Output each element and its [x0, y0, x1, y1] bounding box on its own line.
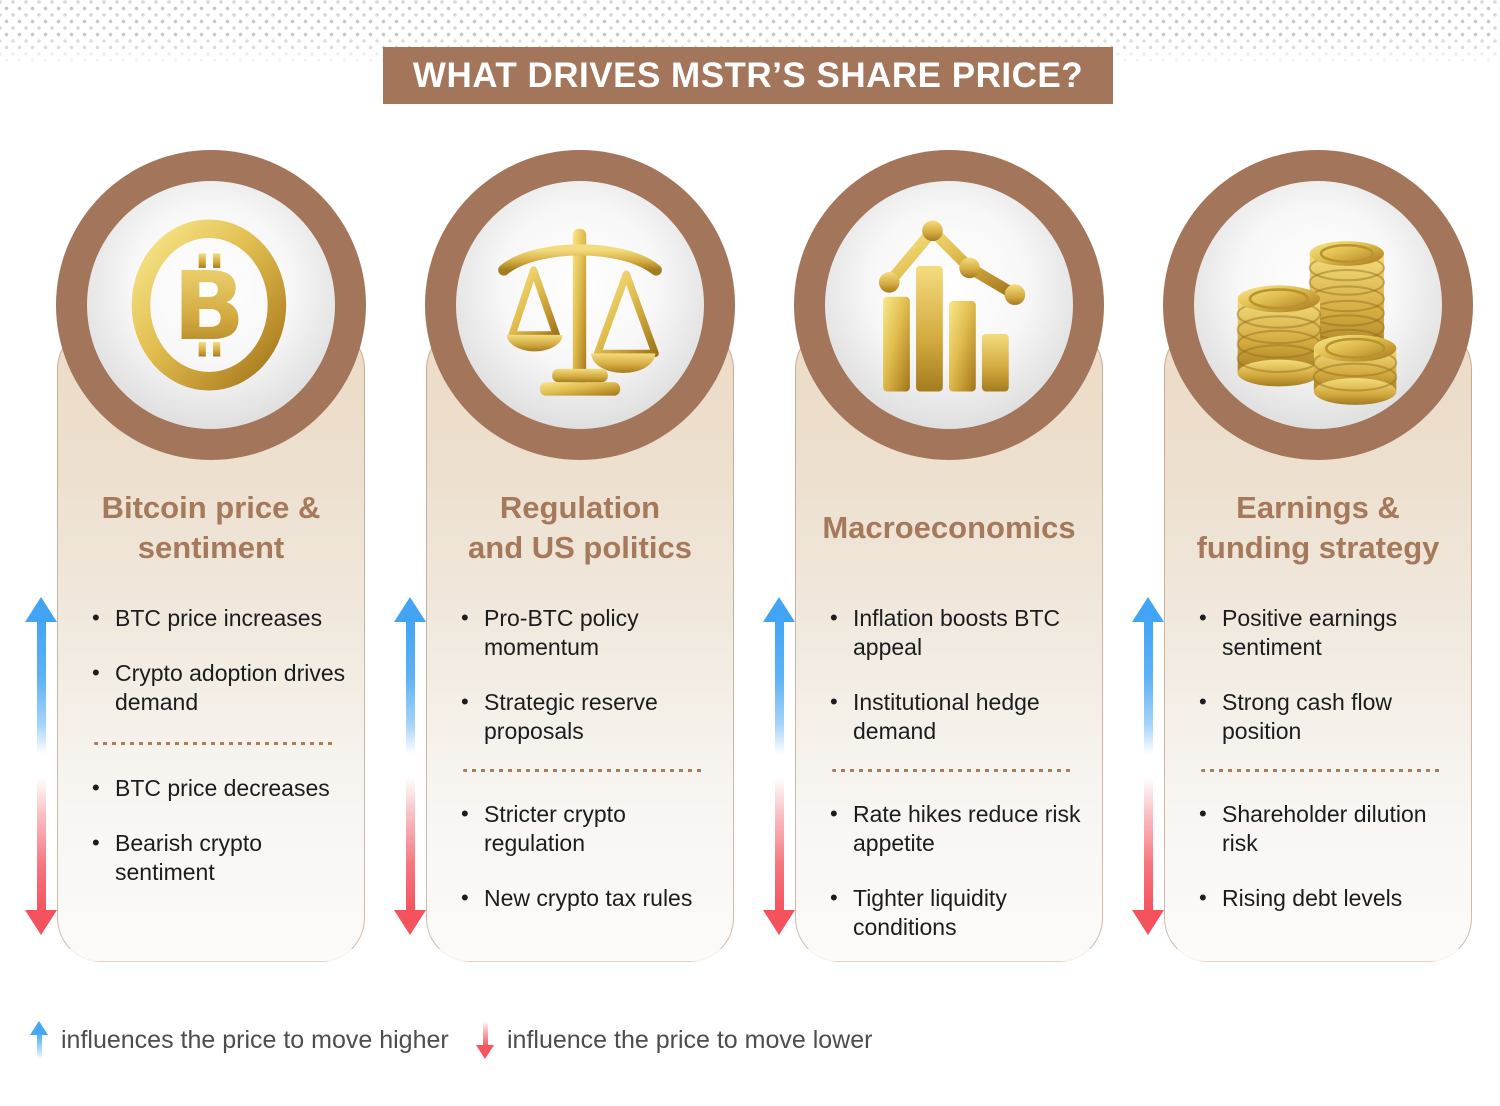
- factor-item: Stricter crypto regulation: [459, 799, 717, 858]
- up-down-gradient-arrow: [24, 597, 58, 935]
- column-title: Regulation and US politics: [435, 478, 725, 578]
- column-title-line: Macroeconomics: [822, 510, 1076, 545]
- dotted-divider: [1201, 769, 1443, 772]
- bar-chart-trend-icon: [878, 220, 1026, 392]
- factor-item: New crypto tax rules: [459, 883, 717, 913]
- up-down-gradient-arrow: [393, 597, 427, 935]
- column-title-line: funding strategy: [1196, 530, 1440, 565]
- column-title-line: Regulation: [499, 490, 661, 525]
- driver-card: Earnings & funding strategy Positive earn…: [1164, 325, 1472, 962]
- column-title-line: Earnings &: [1236, 490, 1400, 525]
- legend-label-higher: influences the price to move higher: [61, 1025, 449, 1054]
- arrow-shaft: [1143, 619, 1153, 913]
- factor-item: Rising debt levels: [1197, 883, 1455, 913]
- column-title-line: and US politics: [468, 530, 692, 565]
- up-down-gradient-arrow: [762, 597, 796, 935]
- positive-factors-list: BTC price increases Crypto adoption drive…: [90, 603, 348, 743]
- driver-card: Macroeconomics Inflation boosts BTC appe…: [795, 325, 1103, 962]
- down-arrow-icon: [476, 1021, 494, 1059]
- negative-factors-list: Stricter crypto regulation New crypto tax…: [459, 799, 717, 939]
- icon-circle-inner: [825, 181, 1073, 429]
- arrow-shaft: [774, 619, 784, 913]
- factor-item: Tighter liquidity conditions: [828, 883, 1086, 942]
- up-arrowhead: [1132, 597, 1164, 622]
- factor-item: Bearish crypto sentiment: [90, 828, 348, 887]
- factor-item: BTC price increases: [90, 603, 348, 633]
- factor-item: Strategic reserve proposals: [459, 687, 717, 746]
- down-arrowhead: [763, 910, 795, 935]
- up-down-gradient-arrow: [1131, 597, 1165, 935]
- down-arrowhead: [394, 910, 426, 935]
- bitcoin-coin-icon: B: [131, 219, 287, 391]
- arrow-shaft: [405, 619, 415, 913]
- factor-item: Institutional hedge demand: [828, 687, 1086, 746]
- positive-factors-list: Pro-BTC policy momentum Strategic reserve…: [459, 603, 717, 772]
- negative-factors-list: BTC price decreases Bearish crypto sentim…: [90, 773, 348, 913]
- factor-item: BTC price decreases: [90, 773, 348, 803]
- page-title-text: WHAT DRIVES MSTR’S SHARE PRICE?: [412, 55, 1084, 95]
- factor-item: Crypto adoption drives demand: [90, 658, 348, 717]
- driver-column: Macroeconomics Inflation boosts BTC appe…: [763, 0, 1104, 1000]
- dotted-divider: [832, 769, 1074, 772]
- svg-text:B: B: [173, 252, 245, 362]
- legend-item-lower: influence the price to move lower: [476, 1016, 872, 1064]
- factor-item: Inflation boosts BTC appeal: [828, 603, 1086, 662]
- dotted-divider: [94, 742, 336, 745]
- icon-circle-inner: B: [87, 181, 335, 429]
- factor-item: Shareholder dilution risk: [1197, 799, 1455, 858]
- up-arrowhead: [763, 597, 795, 622]
- negative-factors-list: Shareholder dilution risk Rising debt lev…: [1197, 799, 1455, 939]
- driver-column: Bitcoin price & sentiment BTC price incre…: [25, 0, 366, 1000]
- icon-circle-inner: [456, 181, 704, 429]
- page-title: WHAT DRIVES MSTR’S SHARE PRICE?: [383, 47, 1113, 104]
- up-arrowhead: [25, 597, 57, 622]
- up-arrowhead: [394, 597, 426, 622]
- coin-stacks-icon: [1236, 241, 1398, 405]
- driver-column: Regulation and US politics Pro-BTC policy…: [394, 0, 735, 1000]
- factor-item: Strong cash flow position: [1197, 687, 1455, 746]
- arrow-shaft: [36, 619, 46, 913]
- icon-circle: [794, 150, 1104, 460]
- factor-item: Rate hikes reduce risk appetite: [828, 799, 1086, 858]
- icon-circle: [425, 150, 735, 460]
- driver-column: Earnings & funding strategy Positive earn…: [1132, 0, 1473, 1000]
- column-title: Earnings & funding strategy: [1173, 478, 1463, 578]
- column-title-line: Bitcoin price &: [101, 490, 321, 525]
- legend-item-higher: influences the price to move higher: [30, 1016, 449, 1064]
- negative-factors-list: Rate hikes reduce risk appetite Tighter l…: [828, 799, 1086, 968]
- legend-label-lower: influence the price to move lower: [507, 1025, 873, 1054]
- column-title: Bitcoin price & sentiment: [66, 478, 356, 578]
- icon-circle-inner: [1194, 181, 1442, 429]
- down-arrowhead: [25, 910, 57, 935]
- up-arrow-icon: [30, 1021, 48, 1059]
- column-title: Macroeconomics: [804, 478, 1094, 578]
- factor-item: Positive earnings sentiment: [1197, 603, 1455, 662]
- factor-item: Pro-BTC policy momentum: [459, 603, 717, 662]
- positive-factors-list: Positive earnings sentiment Strong cash f…: [1197, 603, 1455, 772]
- icon-circle: [1163, 150, 1473, 460]
- icon-circle: B: [56, 150, 366, 460]
- positive-factors-list: Inflation boosts BTC appeal Institutional…: [828, 603, 1086, 772]
- column-title-line: sentiment: [137, 530, 285, 565]
- down-arrowhead: [1132, 910, 1164, 935]
- balance-scale-icon: [498, 228, 662, 396]
- dotted-divider: [463, 769, 705, 772]
